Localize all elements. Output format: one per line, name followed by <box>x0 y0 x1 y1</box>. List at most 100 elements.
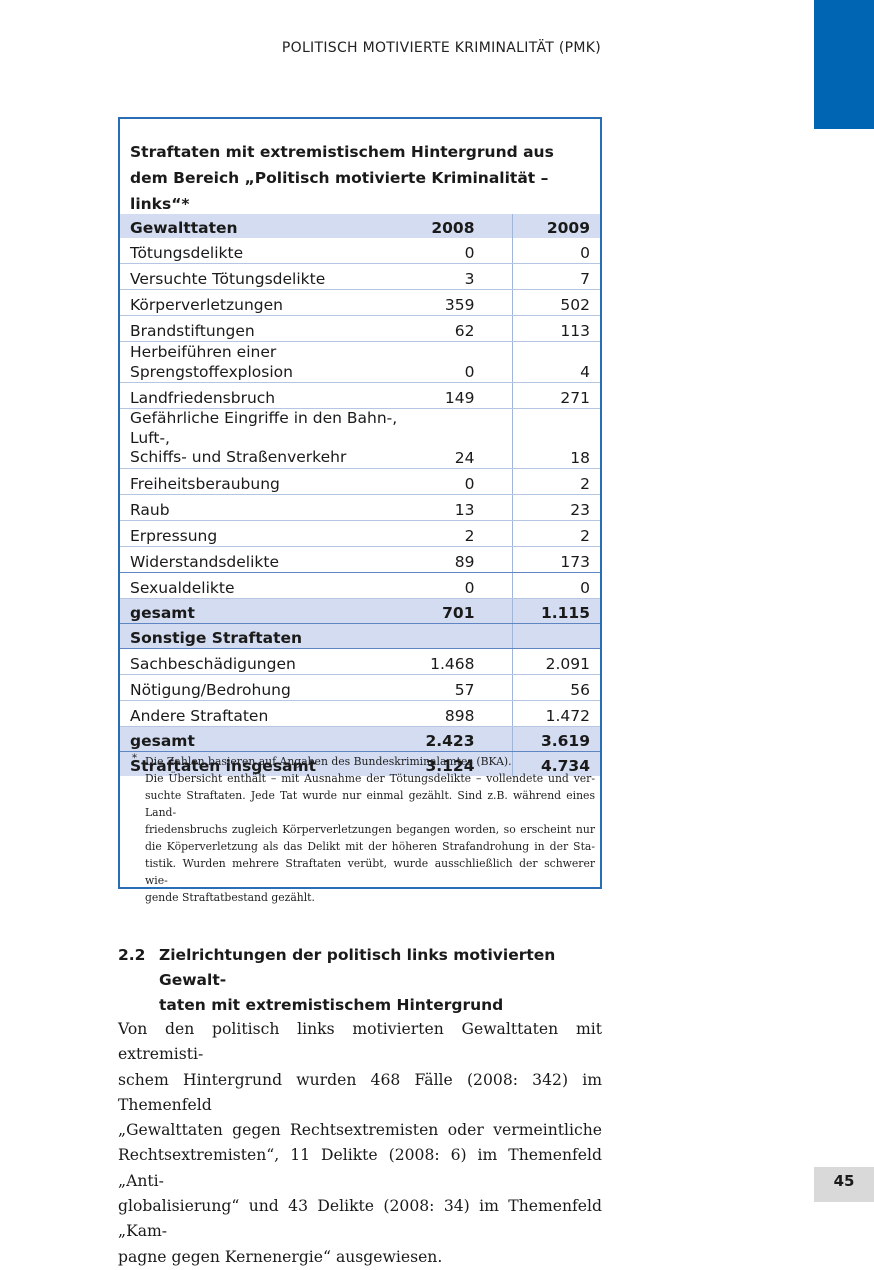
body-line: Von den politisch links motivierten Gewa… <box>118 1020 602 1064</box>
row-label: Erpressung <box>120 520 420 547</box>
table-row: Freiheitsberaubung 0 2 <box>120 468 600 495</box>
value-2009: 4 <box>511 341 600 383</box>
row-label: Tötungsdelikte <box>120 238 420 264</box>
value-2009: 56 <box>511 674 600 701</box>
value-2009: 0 <box>511 238 600 264</box>
value-2008: 149 <box>420 382 512 409</box>
section-title-line: taten mit extremistischem Hintergrund <box>159 996 504 1014</box>
row-label: Körperverletzungen <box>120 289 420 316</box>
value-2008: 359 <box>420 289 512 316</box>
value-2009: 502 <box>511 289 600 316</box>
other-total-row: gesamt 2.423 3.619 <box>120 726 600 752</box>
footnote-text: Die Zahlen basieren auf Angaben des Bund… <box>145 753 595 906</box>
statistics-table: Gewalttaten 2008 2009 Tötungsdelikte 0 0… <box>120 214 600 776</box>
total-label: gesamt <box>120 598 420 624</box>
table-row: Andere Straftaten 898 1.472 <box>120 700 600 727</box>
total-2008: 701 <box>420 598 512 624</box>
row-label: Freiheitsberaubung <box>120 468 420 495</box>
footnote-line: die Köperverletzung als das Delikt mit d… <box>145 840 595 853</box>
value-2009: 2.091 <box>511 648 600 675</box>
value-2008: 0 <box>420 468 512 495</box>
table-row: Raub 13 23 <box>120 494 600 521</box>
section-number: 2.2 <box>118 946 146 964</box>
footnote-line: suchte Straftaten. Jede Tat wurde nur ei… <box>145 789 595 819</box>
chapter-color-tab <box>814 0 874 129</box>
value-2008: 89 <box>420 546 512 573</box>
row-label: Herbeiführen einer Sprengstoffexplosion <box>120 341 420 383</box>
table-row: Erpressung 2 2 <box>120 520 600 547</box>
row-label-line: Gefährliche Eingriffe in den Bahn-, Luft… <box>130 409 398 447</box>
value-2008: 13 <box>420 494 512 521</box>
other-header-row: Sonstige Straftaten <box>120 623 600 649</box>
table-footnote: * Die Zahlen basieren auf Angaben des Bu… <box>130 753 595 906</box>
column-header-2008: 2008 <box>420 214 512 238</box>
value-2008: 0 <box>420 341 512 383</box>
value-2008: 57 <box>420 674 512 701</box>
box-title: Straftaten mit extremistischem Hintergru… <box>130 143 554 213</box>
column-header-2009: 2009 <box>511 214 600 238</box>
value-2009: 173 <box>511 546 600 573</box>
statistics-box: Straftaten mit extremistischem Hintergru… <box>118 117 602 904</box>
value-2008: 2 <box>420 520 512 547</box>
value-2009: 1.472 <box>511 700 600 727</box>
body-line: pagne gegen Kernenergie“ ausgewiesen. <box>118 1247 443 1266</box>
grand-total-label: Straftaten insgesamt <box>120 751 420 776</box>
table-row: Sexualdelikte 0 0 <box>120 572 600 599</box>
column-header-category: Gewalttaten <box>120 214 420 238</box>
table-row: Gefährliche Eingriffe in den Bahn-, Luft… <box>120 408 600 469</box>
total-2008: 2.423 <box>420 726 512 752</box>
total-2009: 1.115 <box>511 598 600 624</box>
value-2009: 2 <box>511 520 600 547</box>
body-line: Rechtsextremisten“, 11 Delikte (2008: 6)… <box>118 1146 602 1190</box>
row-label: Andere Straftaten <box>120 700 420 727</box>
total-label: gesamt <box>120 726 420 752</box>
row-label: Brandstiftungen <box>120 315 420 342</box>
footnote-line: gende Straftatbestand gezählt. <box>145 891 315 904</box>
table-row: Widerstandsdelikte 89 173 <box>120 546 600 573</box>
row-label: Sexualdelikte <box>120 572 420 599</box>
table-row: Tötungsdelikte 0 0 <box>120 238 600 264</box>
row-label: Sachbeschädigungen <box>120 648 420 675</box>
footnote-mark: * <box>132 753 137 764</box>
value-2009: 271 <box>511 382 600 409</box>
value-2008: 24 <box>420 408 512 469</box>
row-label: Widerstandsdelikte <box>120 546 420 573</box>
table-header-row: Gewalttaten 2008 2009 <box>120 214 600 238</box>
table-row: Landfriedensbruch 149 271 <box>120 382 600 409</box>
row-label: Versuchte Tötungsdelikte <box>120 263 420 290</box>
row-label: Gefährliche Eingriffe in den Bahn-, Luft… <box>120 408 420 469</box>
value-2008: 0 <box>420 572 512 599</box>
section-title-line: Zielrichtungen der politisch links motiv… <box>159 946 556 989</box>
footnote-line: tistik. Wurden mehrere Straftaten verübt… <box>145 857 595 887</box>
footnote-line: Die Zahlen basieren auf Angaben des Bund… <box>145 755 512 768</box>
value-2009: 18 <box>511 408 600 469</box>
footnote-line: Die Übersicht enthält – mit Ausnahme der… <box>145 772 595 785</box>
body-line: „Gewalttaten gegen Rechtsextremisten ode… <box>118 1121 602 1140</box>
body-paragraph: Von den politisch links motivierten Gewa… <box>118 1017 602 1270</box>
value-2008: 0 <box>420 238 512 264</box>
page-number: 45 <box>814 1167 874 1202</box>
value-2009: 2 <box>511 468 600 495</box>
total-2009: 3.619 <box>511 726 600 752</box>
row-label: Landfriedensbruch <box>120 382 420 409</box>
running-header: POLITISCH MOTIVIERTE KRIMINALITÄT (PMK) <box>281 40 601 56</box>
violent-total-row: gesamt 701 1.115 <box>120 598 600 624</box>
value-2009: 113 <box>511 315 600 342</box>
table-row: Herbeiführen einer Sprengstoffexplosion … <box>120 341 600 383</box>
table-row: Sachbeschädigungen 1.468 2.091 <box>120 648 600 675</box>
row-label-line: Schiffs- und Straßenverkehr <box>130 448 347 466</box>
table-row: Brandstiftungen 62 113 <box>120 315 600 342</box>
value-2008: 898 <box>420 700 512 727</box>
body-line: globalisierung“ und 43 Delikte (2008: 34… <box>118 1197 602 1241</box>
value-2009: 7 <box>511 263 600 290</box>
section-heading: 2.2 Zielrichtungen der politisch links m… <box>118 943 602 1018</box>
row-label: Raub <box>120 494 420 521</box>
table-row: Versuchte Tötungsdelikte 3 7 <box>120 263 600 290</box>
table-row: Nötigung/Bedrohung 57 56 <box>120 674 600 701</box>
section-title: Zielrichtungen der politisch links motiv… <box>159 943 602 1018</box>
value-2008: 1.468 <box>420 648 512 675</box>
body-line: schem Hintergrund wurden 468 Fälle (2008… <box>118 1070 602 1114</box>
grand-total-2008: 3.124 <box>420 751 512 776</box>
row-label: Nötigung/Bedrohung <box>120 674 420 701</box>
value-2009: 23 <box>511 494 600 521</box>
